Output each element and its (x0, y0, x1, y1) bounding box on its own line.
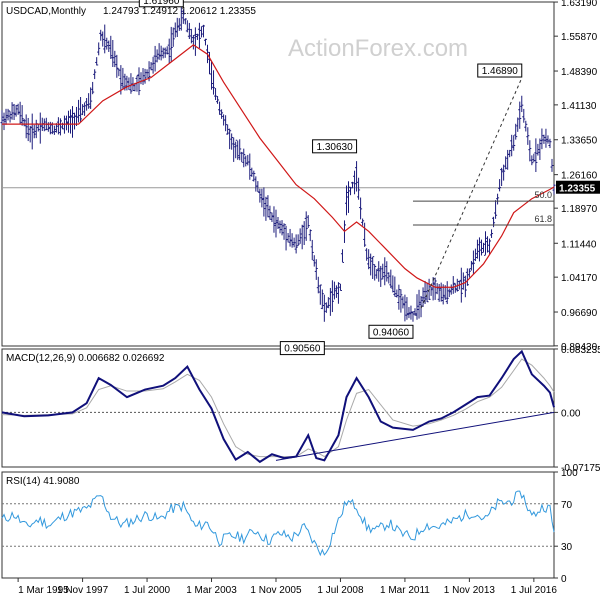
rsi-panel-frame (1, 471, 555, 579)
x-tick-label: 1 Nov 2005 (250, 585, 302, 596)
price-y-tick-label: 1.11440 (561, 239, 597, 250)
rsi-title: RSI(14) 41.9080 (6, 476, 80, 487)
annotation-box (312, 139, 358, 154)
x-tick-label: 1 Jul 2000 (124, 585, 171, 596)
fib-level-label: 61.8 (534, 214, 552, 224)
x-tick-label: 1 Mar 2003 (186, 585, 237, 596)
chart-header-values: 1.24793 1.24912 1.20612 1.23355 (103, 6, 256, 17)
price-y-tick-label: 1.33650 (561, 136, 598, 147)
macd-panel-frame (1, 348, 555, 468)
price-y-tick-label: 1.18970 (561, 204, 598, 215)
annotation-label: 0.90560 (284, 344, 321, 355)
x-tick-label: 1 Nov 1997 (57, 585, 109, 596)
annotation-box (279, 341, 325, 356)
macd-y-tick-label: -0.071752 (561, 463, 600, 474)
x-tick-label: 1 Mar 1995 (18, 585, 69, 596)
rsi-y-tick-label: 0 (561, 574, 567, 585)
x-tick-label: 1 Jul 2016 (511, 585, 558, 596)
last-price-tag: 1.23355 (559, 184, 596, 195)
macd-signal-line (1, 358, 555, 458)
watermark: ActionForex.com (288, 35, 468, 62)
price-panel-frame (1, 1, 555, 347)
price-trendline (420, 77, 523, 309)
price-y-tick-label: 0.89430 (561, 342, 598, 353)
macd-line (1, 349, 555, 464)
macd-y-tick-label: 0.00 (561, 408, 581, 419)
fib-level-label: 50.0 (534, 190, 552, 200)
x-tick-label: 1 Mar 2011 (380, 585, 430, 596)
x-tick-label: 1 Nov 2013 (444, 585, 496, 596)
macd-title: MACD(12,26,9) 0.006682 0.026692 (6, 353, 165, 364)
annotation-box (477, 63, 523, 78)
annotation-label: 0.94060 (373, 327, 410, 338)
price-y-tick-label: 1.26160 (561, 171, 598, 182)
moving-average-line (2, 44, 555, 288)
rsi-line (1, 490, 555, 557)
price-y-tick-label: 1.41130 (561, 101, 597, 112)
rsi-y-tick-label: 30 (561, 542, 573, 553)
macd-y-tick-label: 0.083235 (561, 345, 600, 356)
macd-trendline (275, 411, 555, 461)
rsi-y-tick-label: 100 (561, 468, 578, 479)
annotation-label: 1.61960 (143, 0, 180, 7)
annotation-box (368, 324, 414, 339)
annotation-box (138, 0, 184, 8)
annotation-label: 1.30630 (316, 142, 353, 153)
price-y-tick-label: 1.63190 (561, 0, 598, 9)
price-y-tick-label: 1.55870 (561, 32, 598, 43)
annotation-label: 1.46890 (482, 66, 519, 77)
x-tick-label: 1 Jul 2008 (317, 585, 364, 596)
price-y-tick-label: 1.04170 (561, 273, 598, 284)
rsi-y-tick-label: 70 (561, 500, 573, 511)
price-y-tick-label: 0.96690 (561, 308, 598, 319)
price-y-tick-label: 1.48390 (561, 67, 598, 78)
last-price-tag-bg (556, 180, 600, 194)
chart-symbol: USDCAD,Monthly (6, 6, 86, 17)
